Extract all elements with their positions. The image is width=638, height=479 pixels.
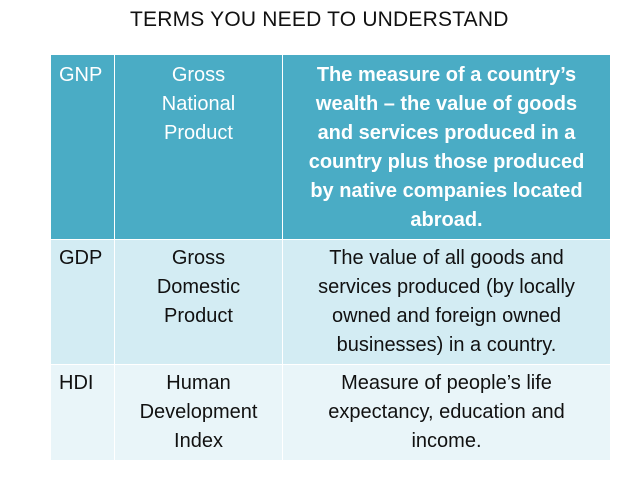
table-row-hdi: HDI Human Development Index Measure of p… (50, 364, 611, 461)
full-name-text: Human Development Index (139, 372, 258, 452)
abbreviation-text: HDI (59, 372, 94, 394)
definition-cell: Measure of people’s life expectancy, edu… (282, 364, 611, 461)
abbreviation-text: GNP (59, 64, 103, 86)
definition-text: The measure of a country’s wealth – the … (308, 64, 585, 231)
full-name-text: Gross National Product (161, 64, 236, 144)
definition-cell: The measure of a country’s wealth – the … (282, 54, 611, 240)
full-name-cell: Gross Domestic Product (114, 239, 283, 365)
table-row-gdp: GDP Gross Domestic Product The value of … (50, 239, 611, 365)
abbreviation-cell: GNP (50, 54, 115, 240)
full-name-cell: Human Development Index (114, 364, 283, 461)
definition-text: Measure of people’s life expectancy, edu… (328, 372, 565, 452)
abbreviation-cell: HDI (50, 364, 115, 461)
abbreviation-cell: GDP (50, 239, 115, 365)
definition-cell: The value of all goods and services prod… (282, 239, 611, 365)
slide-title: TERMS YOU NEED TO UNDERSTAND (130, 8, 509, 31)
definition-text: The value of all goods and services prod… (318, 247, 575, 356)
full-name-cell: Gross National Product (114, 54, 283, 240)
full-name-text: Gross Domestic Product (156, 247, 241, 327)
table-row-gnp: GNP Gross National Product The measure o… (50, 54, 611, 240)
terms-table: GNP Gross National Product The measure o… (50, 54, 611, 461)
abbreviation-text: GDP (59, 247, 103, 269)
